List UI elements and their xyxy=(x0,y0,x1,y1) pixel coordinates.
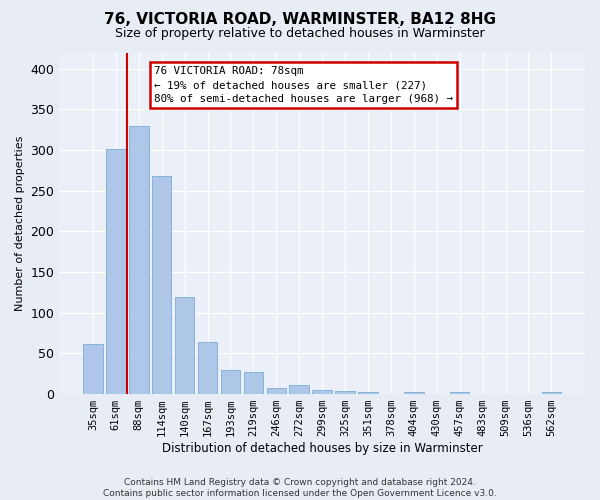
X-axis label: Distribution of detached houses by size in Warminster: Distribution of detached houses by size … xyxy=(162,442,482,455)
Bar xyxy=(335,391,355,394)
Bar xyxy=(221,370,240,394)
Text: Size of property relative to detached houses in Warminster: Size of property relative to detached ho… xyxy=(115,28,485,40)
Bar xyxy=(129,126,149,394)
Text: 76, VICTORIA ROAD, WARMINSTER, BA12 8HG: 76, VICTORIA ROAD, WARMINSTER, BA12 8HG xyxy=(104,12,496,28)
Bar xyxy=(358,392,378,394)
Bar xyxy=(198,342,217,394)
Bar xyxy=(542,392,561,394)
Bar xyxy=(106,150,125,394)
Text: 76 VICTORIA ROAD: 78sqm
← 19% of detached houses are smaller (227)
80% of semi-d: 76 VICTORIA ROAD: 78sqm ← 19% of detache… xyxy=(154,66,453,104)
Bar xyxy=(313,390,332,394)
Bar xyxy=(450,392,469,394)
Bar xyxy=(244,372,263,394)
Text: Contains HM Land Registry data © Crown copyright and database right 2024.
Contai: Contains HM Land Registry data © Crown c… xyxy=(103,478,497,498)
Bar xyxy=(404,392,424,394)
Bar xyxy=(152,176,172,394)
Bar xyxy=(266,388,286,394)
Bar xyxy=(83,344,103,394)
Bar xyxy=(175,298,194,394)
Y-axis label: Number of detached properties: Number of detached properties xyxy=(15,136,25,311)
Bar xyxy=(289,385,309,394)
